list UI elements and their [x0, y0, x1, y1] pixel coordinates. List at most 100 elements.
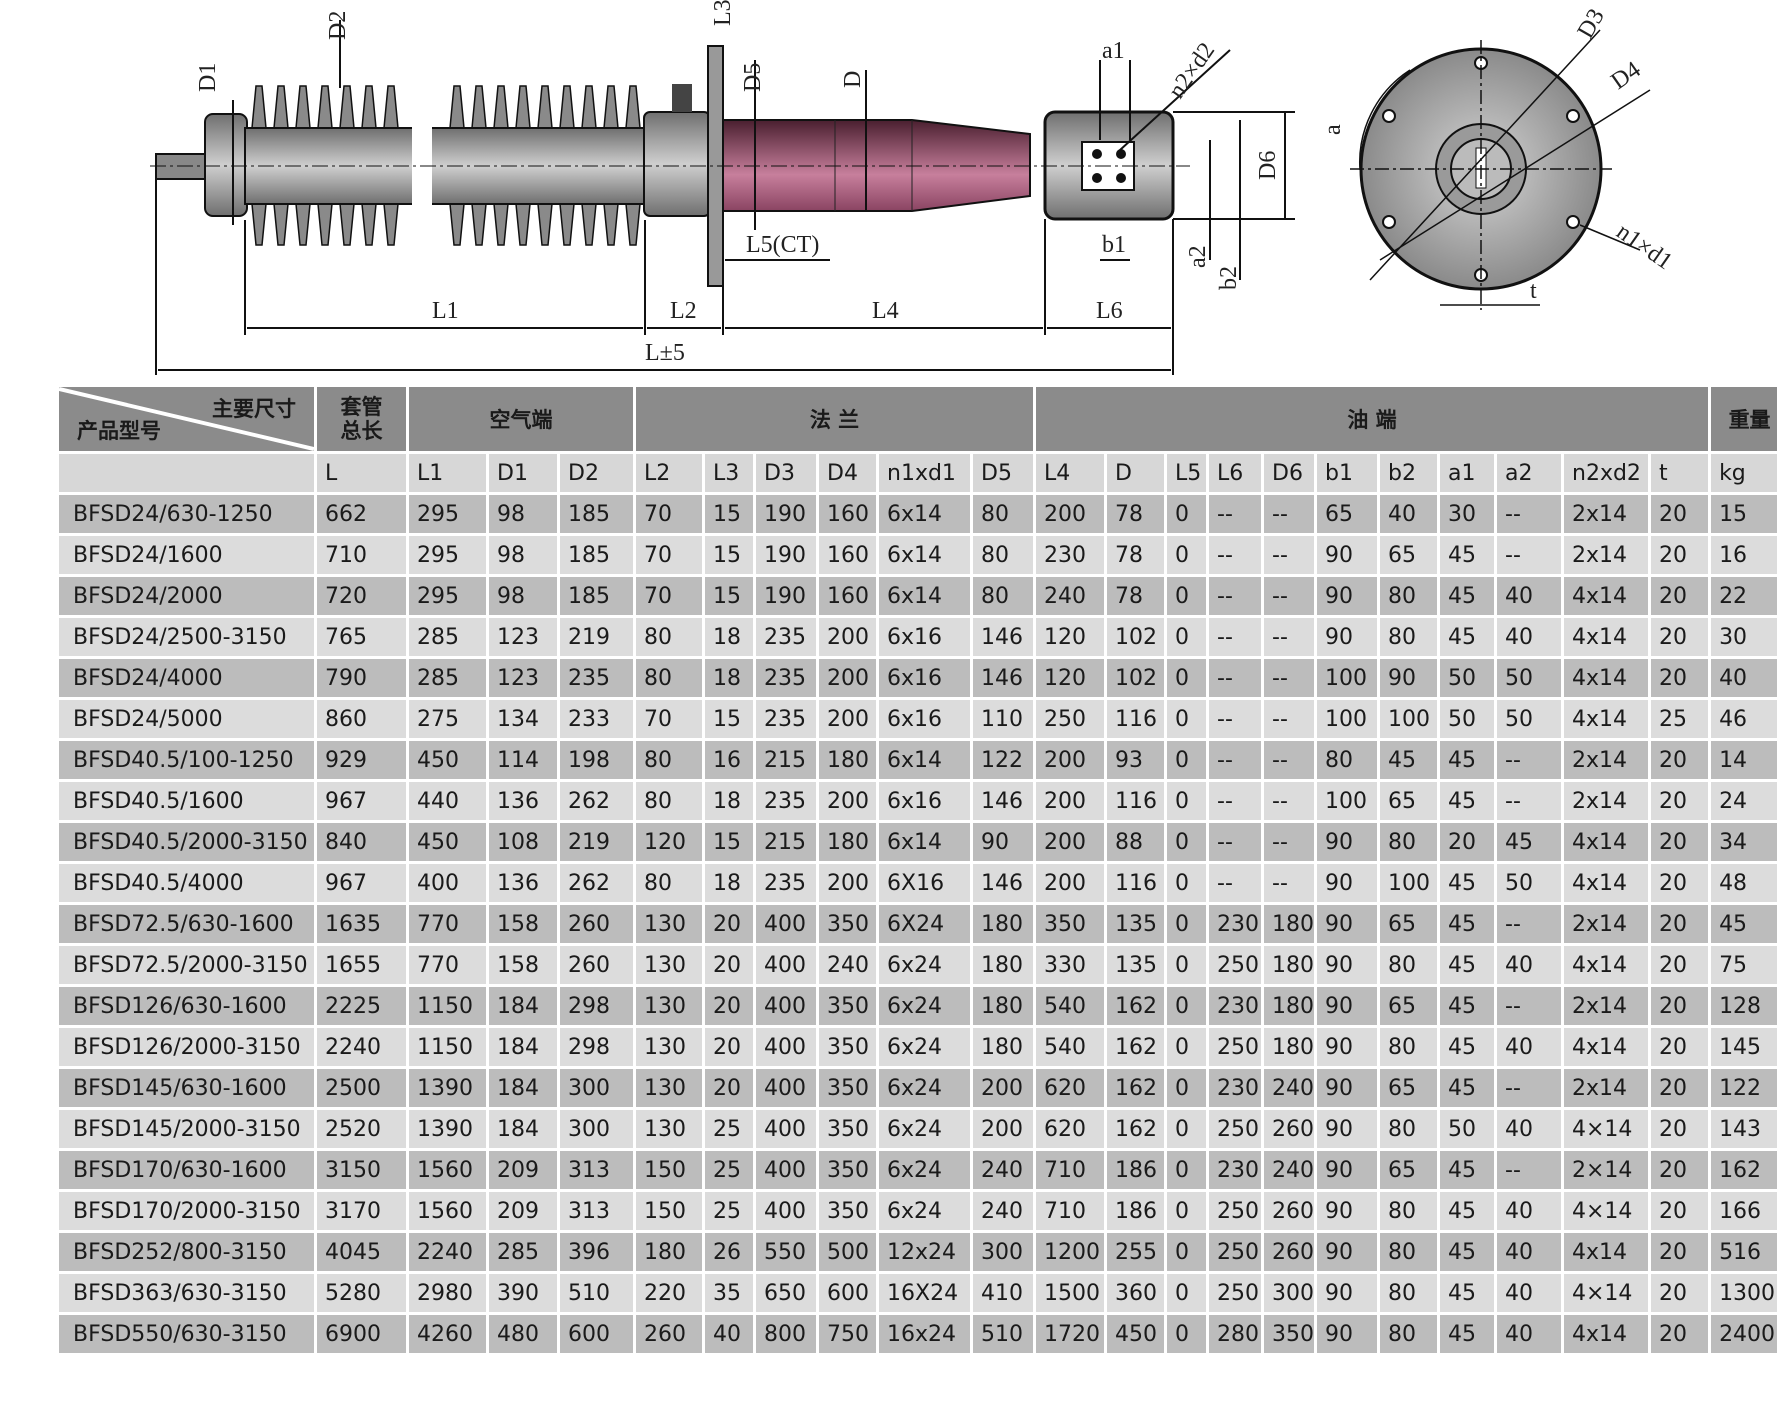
value-cell: 93: [1107, 741, 1164, 779]
value-cell: 235: [756, 864, 816, 902]
value-cell: 750: [819, 1315, 876, 1353]
table-row: BFSD40.5/2000-3150 840 450 108 219 120 15 215 18…: [59, 823, 1777, 861]
value-cell: 200: [1036, 741, 1104, 779]
value-cell: 80: [636, 618, 702, 656]
value-cell: 80: [1380, 1110, 1437, 1148]
value-cell: 20: [1651, 1315, 1709, 1353]
value-cell: 65: [1380, 1151, 1437, 1189]
value-cell: 230: [1209, 987, 1261, 1025]
table-row: BFSD40.5/100-1250 929 450 114 198 80 16 215 180 6…: [59, 741, 1777, 779]
column-header: n1xd1: [879, 454, 970, 492]
value-cell: --: [1264, 536, 1314, 574]
column-header: L3: [705, 454, 753, 492]
column-header: t: [1651, 454, 1709, 492]
value-cell: 4x14: [1564, 577, 1648, 615]
column-header: L4: [1036, 454, 1104, 492]
value-cell: 0: [1167, 1110, 1206, 1148]
value-cell: 45: [1440, 987, 1494, 1025]
value-cell: --: [1209, 782, 1261, 820]
value-cell: 185: [560, 495, 633, 533]
column-header: b1: [1317, 454, 1377, 492]
value-cell: 4x14: [1564, 1315, 1648, 1353]
value-cell: 350: [819, 1110, 876, 1148]
value-cell: --: [1264, 577, 1314, 615]
value-cell: 360: [1107, 1274, 1164, 1312]
value-cell: 18: [705, 659, 753, 697]
value-cell: 20: [1651, 1028, 1709, 1066]
value-cell: 90: [1317, 1151, 1377, 1189]
value-cell: 20: [1651, 536, 1709, 574]
value-cell: 295: [409, 577, 486, 615]
column-header: [59, 454, 314, 492]
value-cell: 184: [489, 987, 557, 1025]
value-cell: 180: [973, 946, 1033, 984]
value-cell: --: [1209, 659, 1261, 697]
value-cell: 400: [756, 1069, 816, 1107]
value-cell: 100: [1317, 700, 1377, 738]
value-cell: 3170: [317, 1192, 406, 1230]
value-cell: --: [1209, 741, 1261, 779]
value-cell: 400: [756, 905, 816, 943]
value-cell: 295: [409, 536, 486, 574]
value-cell: 2400: [1711, 1315, 1777, 1353]
value-cell: 1300: [1711, 1274, 1777, 1312]
value-cell: 2x14: [1564, 536, 1648, 574]
value-cell: 40: [705, 1315, 753, 1353]
table-row: BFSD40.5/1600 967 440 136 262 80 18 235 200 6x16 1…: [59, 782, 1777, 820]
table-row: BFSD145/2000-3150 2520 1390 184 300 130 25 400 3…: [59, 1110, 1777, 1148]
value-cell: 20: [1651, 659, 1709, 697]
header-flange: 法 兰: [636, 387, 1033, 451]
label-D1: D1: [195, 63, 221, 92]
value-cell: 184: [489, 1028, 557, 1066]
value-cell: 146: [973, 782, 1033, 820]
value-cell: 20: [1651, 823, 1709, 861]
value-cell: 4x14: [1564, 659, 1648, 697]
value-cell: 396: [560, 1233, 633, 1271]
value-cell: 40: [1497, 1192, 1561, 1230]
value-cell: 70: [636, 536, 702, 574]
value-cell: 186: [1107, 1192, 1164, 1230]
value-cell: 45: [1440, 1274, 1494, 1312]
value-cell: 298: [560, 987, 633, 1025]
value-cell: 1635: [317, 905, 406, 943]
value-cell: 1150: [409, 987, 486, 1025]
value-cell: 35: [705, 1274, 753, 1312]
value-cell: 710: [1036, 1151, 1104, 1189]
value-cell: 80: [636, 864, 702, 902]
value-cell: 2x14: [1564, 905, 1648, 943]
value-cell: 75: [1711, 946, 1777, 984]
value-cell: 400: [756, 946, 816, 984]
value-cell: 34: [1711, 823, 1777, 861]
value-cell: --: [1264, 864, 1314, 902]
porcelain-sheds: [251, 85, 641, 246]
value-cell: 255: [1107, 1233, 1164, 1271]
value-cell: 260: [1264, 1233, 1314, 1271]
value-cell: 65: [1380, 905, 1437, 943]
value-cell: 20: [1651, 1069, 1709, 1107]
value-cell: 15: [705, 700, 753, 738]
value-cell: 116: [1107, 864, 1164, 902]
flange-body: [643, 111, 711, 217]
break-gap: [412, 80, 432, 250]
value-cell: 285: [409, 618, 486, 656]
value-cell: 26: [705, 1233, 753, 1271]
column-header: D4: [819, 454, 876, 492]
value-cell: 180: [973, 1028, 1033, 1066]
value-cell: 2x14: [1564, 1069, 1648, 1107]
value-cell: 45: [1440, 577, 1494, 615]
value-cell: 45: [1440, 1192, 1494, 1230]
table-row: BFSD170/630-1600 3150 1560 209 313 150 25 400 35…: [59, 1151, 1777, 1189]
table-row: BFSD24/630-1250 662 295 98 185 70 15 190 160 6x14…: [59, 495, 1777, 533]
column-header: kg: [1711, 454, 1777, 492]
value-cell: 90: [1317, 905, 1377, 943]
value-cell: 230: [1036, 536, 1104, 574]
value-cell: 300: [973, 1233, 1033, 1271]
value-cell: 262: [560, 782, 633, 820]
value-cell: 45: [1440, 536, 1494, 574]
value-cell: 160: [819, 577, 876, 615]
value-cell: 90: [1317, 1069, 1377, 1107]
value-cell: 40: [1497, 577, 1561, 615]
model-cell: BFSD145/630-1600: [59, 1069, 314, 1107]
value-cell: 114: [489, 741, 557, 779]
model-cell: BFSD145/2000-3150: [59, 1110, 314, 1148]
